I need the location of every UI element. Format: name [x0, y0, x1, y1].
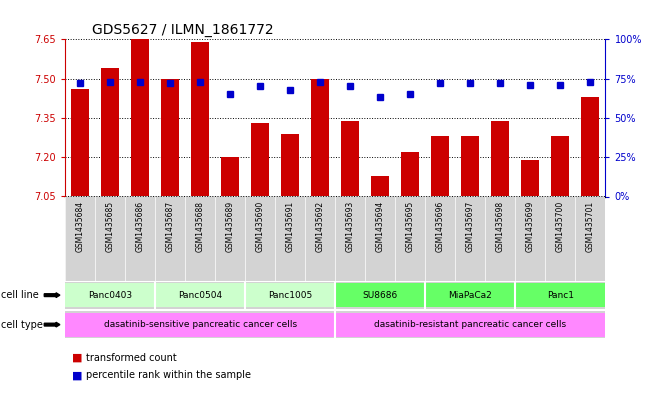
Text: GSM1435687: GSM1435687 — [165, 201, 174, 252]
Text: dasatinib-sensitive pancreatic cancer cells: dasatinib-sensitive pancreatic cancer ce… — [104, 320, 297, 329]
Bar — [462, 136, 479, 196]
Text: Panc0403: Panc0403 — [88, 291, 132, 299]
Text: dasatinib-resistant pancreatic cancer cells: dasatinib-resistant pancreatic cancer ce… — [374, 320, 566, 329]
Bar — [191, 42, 209, 196]
Text: GSM1435693: GSM1435693 — [346, 201, 355, 252]
Text: GSM1435689: GSM1435689 — [226, 201, 235, 252]
Text: ■: ■ — [72, 353, 82, 363]
Text: GSM1435690: GSM1435690 — [256, 201, 265, 252]
Bar — [245, 283, 335, 307]
Bar — [131, 39, 149, 197]
Text: SU8686: SU8686 — [363, 291, 398, 299]
Text: GSM1435696: GSM1435696 — [436, 201, 445, 252]
Bar — [221, 157, 239, 196]
Bar — [516, 283, 605, 307]
Bar — [492, 121, 509, 196]
Text: ■: ■ — [72, 370, 82, 380]
Bar — [65, 312, 335, 337]
Bar — [335, 283, 425, 307]
Bar — [432, 136, 449, 196]
Text: cell type: cell type — [1, 320, 42, 330]
Text: transformed count: transformed count — [86, 353, 176, 363]
Bar — [281, 134, 299, 196]
Text: GSM1435699: GSM1435699 — [526, 201, 535, 252]
Text: GSM1435686: GSM1435686 — [135, 201, 145, 252]
Text: GSM1435688: GSM1435688 — [196, 201, 204, 252]
Text: GSM1435692: GSM1435692 — [316, 201, 325, 252]
Text: percentile rank within the sample: percentile rank within the sample — [86, 370, 251, 380]
Bar — [521, 160, 540, 196]
Bar — [65, 283, 155, 307]
Bar — [71, 89, 89, 196]
Bar — [335, 312, 605, 337]
Bar — [401, 152, 419, 196]
Text: GSM1435691: GSM1435691 — [286, 201, 295, 252]
Text: GSM1435685: GSM1435685 — [105, 201, 115, 252]
Bar — [581, 97, 600, 196]
Text: GSM1435697: GSM1435697 — [466, 201, 475, 252]
Bar — [155, 283, 245, 307]
Bar — [311, 79, 329, 196]
Text: GSM1435684: GSM1435684 — [76, 201, 85, 252]
Text: Panc1: Panc1 — [547, 291, 574, 299]
Text: GSM1435700: GSM1435700 — [556, 201, 565, 252]
Text: GSM1435701: GSM1435701 — [586, 201, 595, 252]
Bar — [425, 283, 516, 307]
Bar — [341, 121, 359, 196]
Text: GSM1435694: GSM1435694 — [376, 201, 385, 252]
Text: GDS5627 / ILMN_1861772: GDS5627 / ILMN_1861772 — [92, 23, 273, 37]
Bar — [251, 123, 270, 196]
Text: Panc1005: Panc1005 — [268, 291, 312, 299]
Bar — [161, 79, 179, 196]
Text: GSM1435698: GSM1435698 — [496, 201, 505, 252]
Text: Panc0504: Panc0504 — [178, 291, 222, 299]
Text: cell line: cell line — [1, 290, 38, 300]
Bar — [551, 136, 570, 196]
Text: MiaPaCa2: MiaPaCa2 — [449, 291, 492, 299]
Text: GSM1435695: GSM1435695 — [406, 201, 415, 252]
Bar — [371, 176, 389, 196]
Bar — [101, 68, 119, 196]
